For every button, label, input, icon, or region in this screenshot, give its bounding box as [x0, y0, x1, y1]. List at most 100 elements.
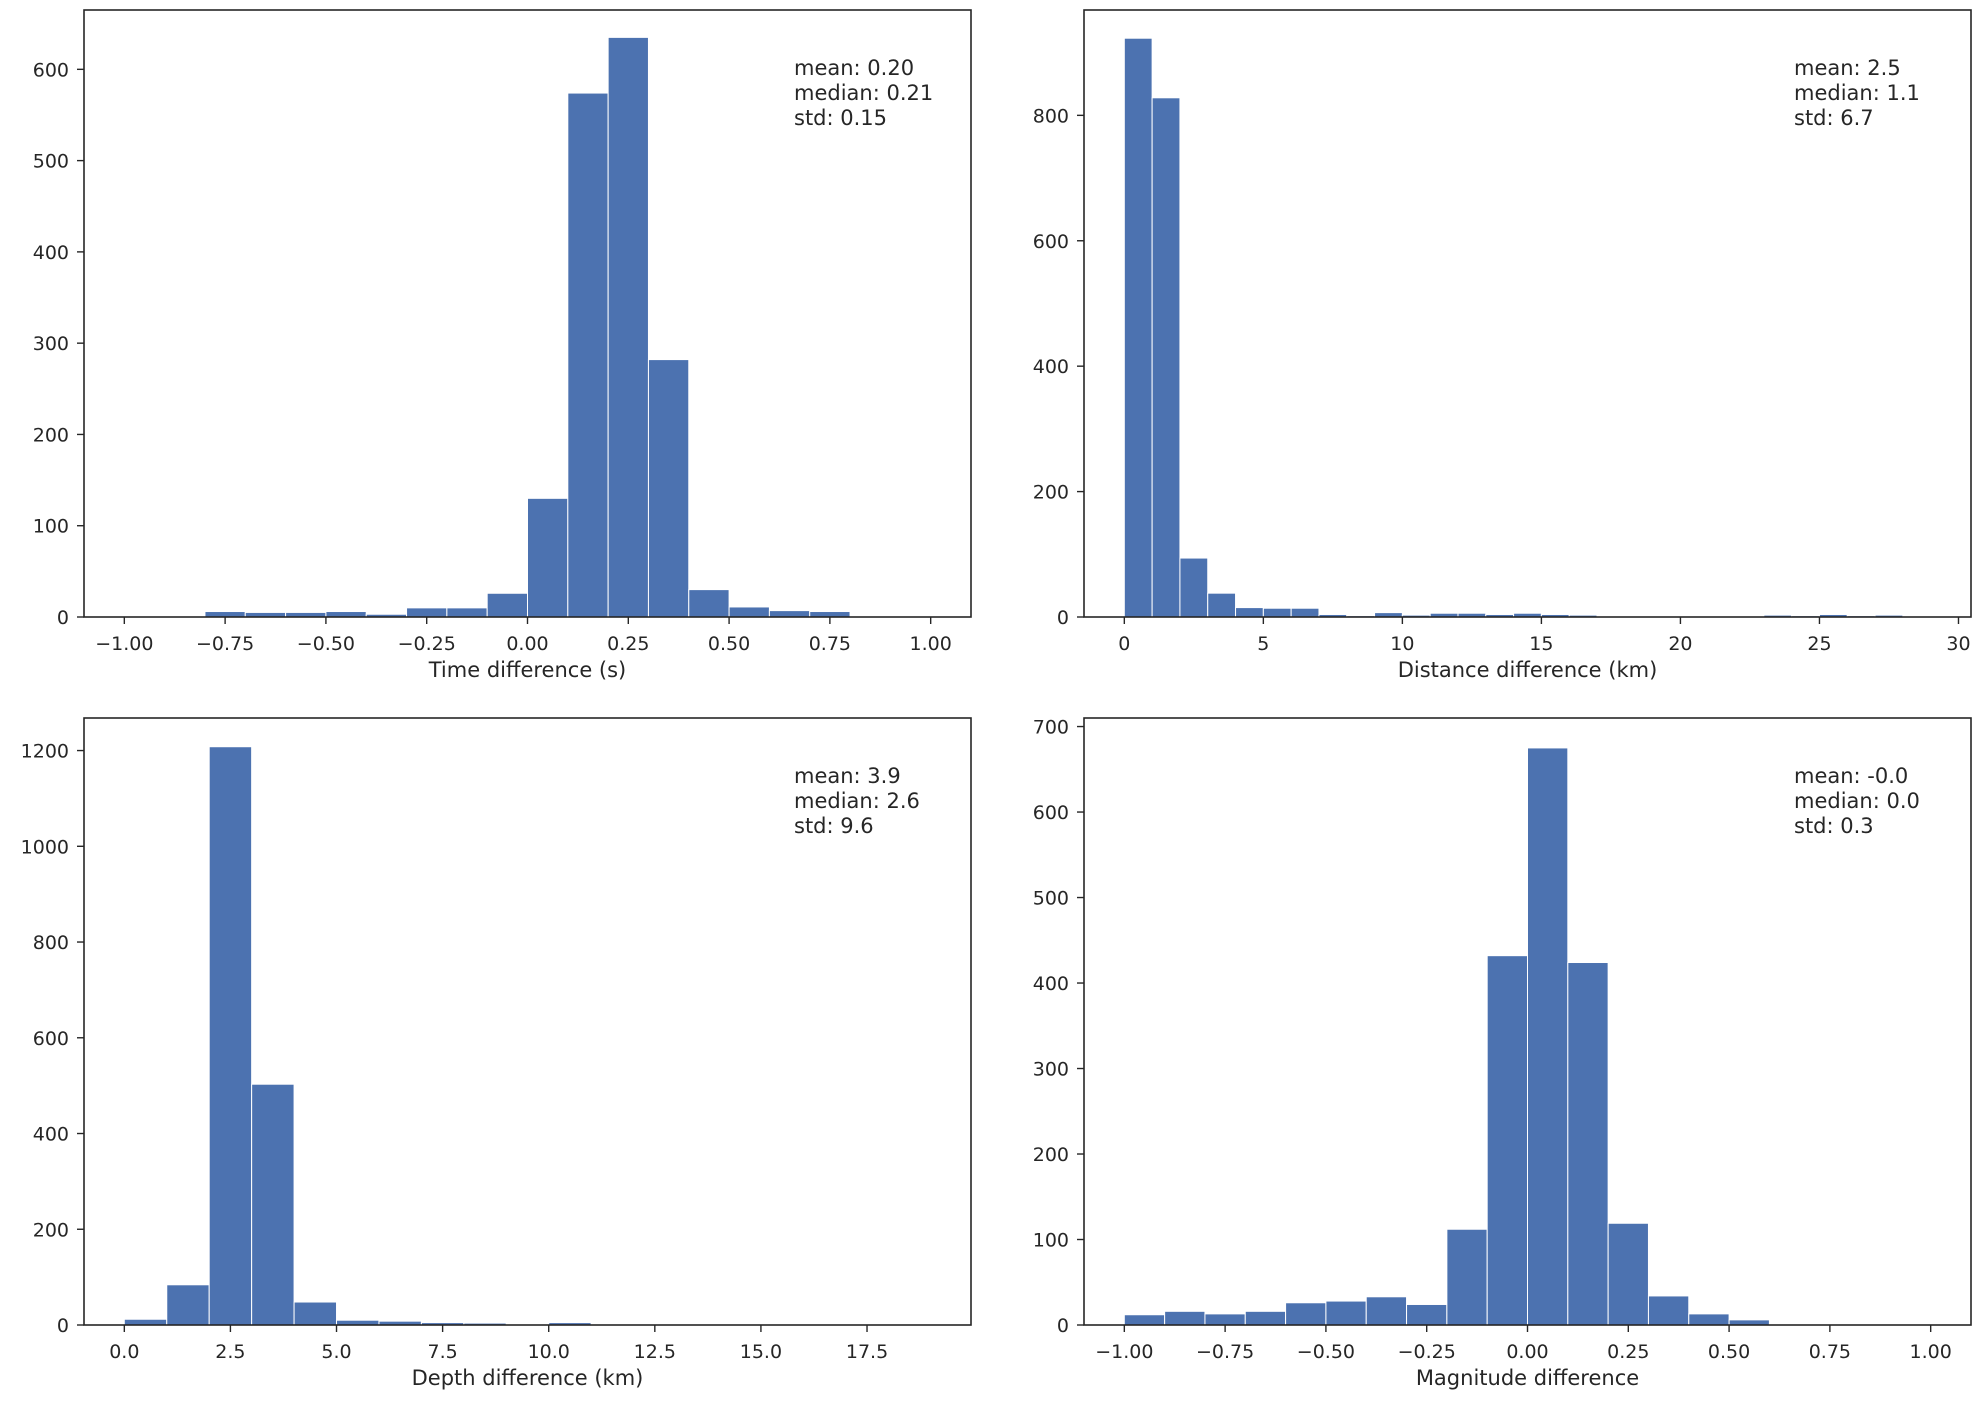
- y-axis: 0 100 200 300 400 500 600 700: [1033, 717, 1084, 1337]
- y-axis: 0 200 400 600 800: [1033, 105, 1084, 629]
- histogram-bar: [647, 359, 690, 618]
- y-tick-label: 400: [1033, 356, 1069, 378]
- stat-line: median: 1.1: [1794, 81, 1920, 105]
- x-tick-label: 7.5: [428, 1341, 458, 1363]
- y-tick-label: 400: [33, 1124, 69, 1146]
- x-tick-label: 0.50: [708, 633, 750, 655]
- x-tick-label: 2.5: [215, 1341, 245, 1363]
- stat-line: median: 2.6: [794, 789, 920, 813]
- x-tick-label: −1.00: [95, 633, 153, 655]
- histogram-bar: [1290, 607, 1320, 618]
- stat-line: mean: 2.5: [1794, 56, 1901, 80]
- x-tick-label: −0.25: [398, 633, 456, 655]
- histogram-bar: [293, 1301, 338, 1326]
- x-tick-label: 5: [1257, 633, 1269, 655]
- y-tick-label: 600: [1033, 802, 1069, 824]
- y-tick-label: 800: [1033, 105, 1069, 127]
- stat-line: mean: 3.9: [794, 764, 901, 788]
- y-tick-label: 0: [1057, 607, 1069, 629]
- x-tick-label: 0.25: [1607, 1341, 1649, 1363]
- y-tick-label: 600: [33, 1028, 69, 1050]
- y-tick-label: 200: [1033, 482, 1069, 504]
- histogram-bar: [1244, 1310, 1287, 1326]
- histogram-bar: [406, 607, 448, 618]
- y-tick-label: 600: [33, 59, 69, 81]
- y-tick-label: 800: [33, 932, 69, 954]
- x-tick-label: 17.5: [846, 1341, 888, 1363]
- bars: [1123, 37, 1932, 618]
- histogram-bar: [1486, 955, 1528, 1326]
- histogram-bar: [208, 746, 253, 1326]
- x-tick-label: −0.75: [196, 633, 254, 655]
- x-tick-label: 1.00: [910, 633, 952, 655]
- y-tick-label: 300: [1033, 1059, 1069, 1081]
- histogram-bar: [166, 1284, 210, 1326]
- y-axis: 0 200 400 600 800 1000 1200: [21, 741, 84, 1337]
- histogram-bar: [1123, 37, 1153, 618]
- subplot-3: 0.0 2.5 5.0 7.5 10.0 12.5 15.0 17.5 0 200 400 600 80…: [21, 717, 972, 1390]
- histogram-bar: [1235, 607, 1264, 618]
- subplot-4: −1.00 −0.75 −0.50 −0.25 0.00 0.25 0.50 0.75 1.00…: [1033, 717, 1972, 1390]
- histogram-bar: [1285, 1302, 1327, 1326]
- histogram-bar: [486, 592, 529, 618]
- histogram-bar: [1204, 1313, 1246, 1326]
- histogram-bar: [1607, 1222, 1649, 1326]
- x-axis: −1.00 −0.75 −0.50 −0.25 0.00 0.25 0.50 0.75 1.00: [95, 617, 952, 655]
- x-axis-label: Depth difference (km): [412, 1366, 644, 1390]
- histogram-bar: [688, 589, 730, 618]
- y-tick-label: 0: [57, 607, 69, 629]
- x-tick-label: 15.0: [740, 1341, 782, 1363]
- x-tick-label: −0.75: [1196, 1341, 1254, 1363]
- x-tick-label: 0.50: [1708, 1341, 1750, 1363]
- y-tick-label: 100: [1033, 1230, 1069, 1252]
- x-axis-label: Magnitude difference: [1416, 1366, 1639, 1390]
- stat-line: median: 0.0: [1794, 789, 1920, 813]
- histogram-bar: [1527, 747, 1569, 1326]
- histogram-bar: [607, 36, 649, 618]
- histogram-bar: [1123, 1314, 1166, 1326]
- histogram-bar: [325, 611, 367, 618]
- stat-line: mean: 0.20: [794, 56, 914, 80]
- x-tick-label: −0.25: [1398, 1341, 1456, 1363]
- y-tick-label: 300: [33, 333, 69, 355]
- x-tick-label: −0.50: [297, 633, 355, 655]
- stat-line: std: 9.6: [794, 814, 874, 838]
- stat-line: std: 6.7: [1794, 106, 1874, 130]
- y-tick-label: 200: [33, 424, 69, 446]
- x-tick-label: 12.5: [634, 1341, 676, 1363]
- x-axis-label: Time difference (s): [428, 658, 627, 682]
- histogram-bar: [1406, 1303, 1448, 1326]
- x-tick-label: 0.75: [1809, 1341, 1851, 1363]
- y-tick-label: 1000: [21, 836, 69, 858]
- subplot-2: 0 5 10 15 20 25 30 0 200 400 600 800 Distance differ…: [1033, 9, 1972, 682]
- x-tick-label: 20: [1668, 633, 1692, 655]
- x-tick-label: 0.00: [506, 633, 548, 655]
- histogram-bar: [728, 606, 770, 618]
- y-tick-label: 500: [1033, 888, 1069, 910]
- x-tick-label: 30: [1946, 633, 1970, 655]
- x-tick-label: 25: [1807, 633, 1831, 655]
- y-tick-label: 200: [1033, 1144, 1069, 1166]
- y-tick-label: 500: [33, 151, 69, 173]
- histogram-bar: [1325, 1300, 1367, 1326]
- x-tick-label: −1.00: [1095, 1341, 1153, 1363]
- histogram-bar: [251, 1083, 295, 1326]
- histogram-bar: [1207, 592, 1237, 618]
- x-tick-label: 0.75: [809, 633, 851, 655]
- y-tick-label: 700: [1033, 717, 1069, 739]
- histogram-bar: [1164, 1310, 1206, 1326]
- x-axis: 0 5 10 15 20 25 30: [1118, 617, 1971, 655]
- x-tick-label: 0: [1118, 633, 1130, 655]
- y-tick-label: 100: [33, 516, 69, 538]
- axes-frame: [1083, 9, 1972, 618]
- x-axis: 0.0 2.5 5.0 7.5 10.0 12.5 15.0 17.5: [109, 1325, 888, 1363]
- bars: [164, 36, 851, 618]
- histogram-bar: [567, 92, 609, 618]
- x-tick-label: 5.0: [321, 1341, 351, 1363]
- y-tick-label: 400: [33, 242, 69, 264]
- histogram-bar: [123, 1318, 168, 1326]
- x-tick-label: 10.0: [528, 1341, 570, 1363]
